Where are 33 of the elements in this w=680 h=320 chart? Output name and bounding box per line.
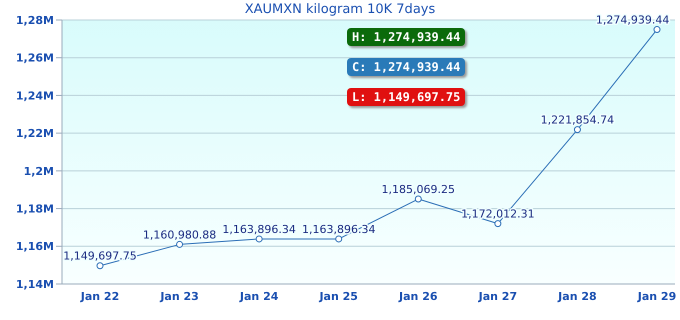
- point: [654, 26, 660, 34]
- data-label: 1,274,939.44: [596, 14, 670, 27]
- y-tick-label: 1,22M: [16, 127, 54, 140]
- x-tick-label: Jan 28: [557, 290, 597, 303]
- annotation: C: 1,274,939.44: [347, 58, 466, 76]
- point: [574, 126, 581, 134]
- annotation: H: 1,274,939.44: [347, 28, 466, 46]
- y-tick-label: 1,24M: [16, 89, 54, 102]
- y-tick-label: 1,28M: [16, 14, 54, 27]
- x-tick-label: Jan 22: [80, 290, 120, 303]
- x-tick-label: Jan 24: [238, 290, 279, 303]
- point: [414, 196, 422, 203]
- data-label: 1,185,069.25: [382, 183, 456, 196]
- y-tick-label: 1,18M: [16, 202, 54, 216]
- x-tick-label: Jan 29: [636, 290, 676, 303]
- y-tick-label: 1,14M: [16, 278, 54, 291]
- y-tick-label: 1,26M: [16, 52, 54, 65]
- x-tick-label: Jan 27: [478, 290, 518, 303]
- annotation: L: 1,149,697.75: [347, 88, 466, 106]
- data-label: 1,163,896.34: [222, 222, 296, 236]
- x-tick-label: Jan 25: [318, 290, 358, 303]
- x-tick-label: Jan 23: [159, 290, 199, 303]
- x-tick-label: Jan 26: [398, 290, 438, 303]
- data-label: 1,160,980.88: [142, 228, 216, 242]
- chart-title: XAUMXN kilogram 10K 7days: [244, 2, 436, 17]
- y-tick-label: 1,2M: [24, 164, 54, 178]
- data-label: 1,149,697.75: [63, 250, 137, 263]
- point: [335, 235, 342, 242]
- y-tick-label: 1,16M: [16, 240, 54, 254]
- point: [96, 262, 104, 270]
- point: [176, 240, 184, 248]
- point: [494, 220, 502, 228]
- point: [256, 235, 263, 242]
